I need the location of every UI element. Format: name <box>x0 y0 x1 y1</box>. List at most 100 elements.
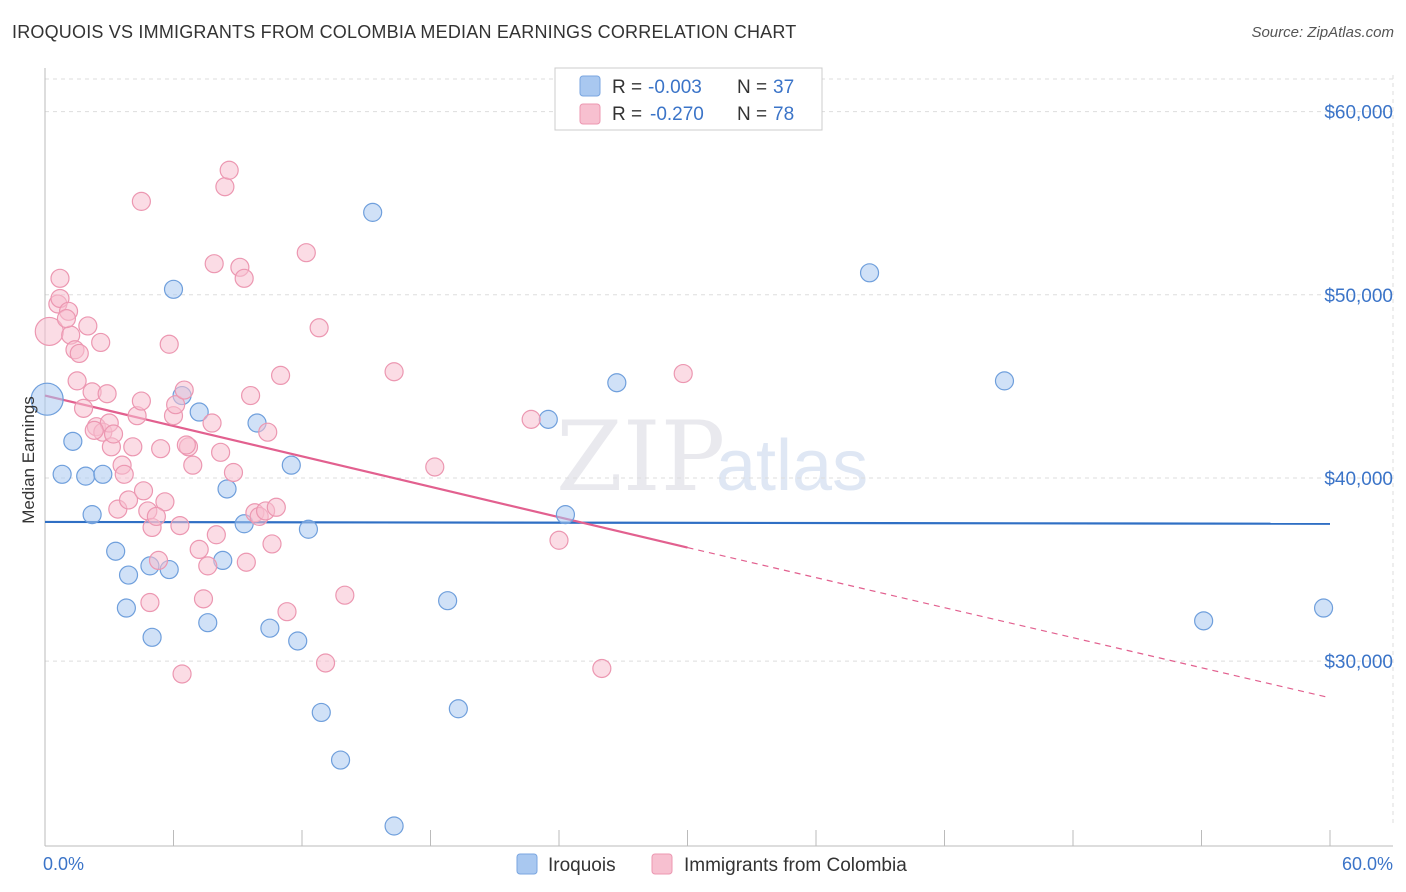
legend-n-label-colombia: N = <box>737 104 767 125</box>
point-colombia <box>266 497 286 517</box>
point-colombia <box>123 437 143 457</box>
y-axis-label: Median Earnings <box>19 396 38 524</box>
point-iroquois <box>448 699 468 719</box>
point-iroquois <box>555 505 576 525</box>
point-colombia <box>131 191 151 211</box>
point-colombia <box>219 160 239 180</box>
trend-line-colombia <box>44 394 688 549</box>
point-iroquois <box>1194 611 1214 631</box>
grid <box>45 75 1394 826</box>
point-colombia <box>151 439 171 459</box>
point-colombia <box>241 385 261 406</box>
point-iroquois <box>281 455 301 475</box>
source-credit: Source: ZipAtlas.com <box>1251 24 1394 41</box>
point-colombia <box>69 343 89 364</box>
point-iroquois <box>142 627 162 647</box>
point-colombia <box>236 552 256 572</box>
trend-line-colombia-extrapolated <box>687 546 1331 699</box>
point-colombia <box>140 592 160 613</box>
point-colombia <box>270 365 291 385</box>
x-tick-max: 60.0% <box>1342 854 1393 874</box>
point-colombia <box>521 409 541 429</box>
bottom-legend-label-iroquois: Iroquois <box>548 855 616 876</box>
point-iroquois <box>298 519 319 539</box>
point-colombia <box>223 462 244 483</box>
point-colombia <box>103 424 124 444</box>
point-colombia <box>170 515 190 536</box>
point-colombia <box>73 398 94 418</box>
point-colombia <box>309 318 329 338</box>
point-colombia <box>335 585 355 605</box>
point-colombia <box>183 455 203 475</box>
bottom-legend-swatch-iroquois <box>516 853 538 875</box>
point-colombia <box>174 380 194 400</box>
point-colombia <box>155 492 175 512</box>
point-colombia <box>204 254 224 274</box>
point-colombia <box>97 384 117 404</box>
point-colombia <box>211 442 231 462</box>
y-tick-label: $60,000 <box>1324 103 1393 124</box>
point-colombia <box>114 464 134 484</box>
point-colombia <box>592 658 612 679</box>
point-colombia <box>67 371 87 391</box>
point-colombia <box>189 539 209 560</box>
point-colombia <box>206 525 226 545</box>
point-colombia <box>258 422 278 442</box>
point-colombia <box>118 490 139 510</box>
point-iroquois <box>438 591 458 611</box>
point-colombia <box>91 332 111 353</box>
legend-n-label-iroquois: N = <box>737 77 767 98</box>
point-iroquois <box>30 382 64 416</box>
point-iroquois <box>163 279 184 299</box>
point-iroquois <box>994 371 1015 391</box>
point-colombia <box>159 334 179 354</box>
point-colombia <box>425 457 445 477</box>
bottom-legend-swatch-colombia <box>651 853 673 875</box>
chart-title: IROQUOIS VS IMMIGRANTS FROM COLOMBIA MED… <box>12 22 797 42</box>
point-iroquois <box>93 464 113 484</box>
legend-r-value-iroquois: -0.003 <box>648 77 702 98</box>
legend-r-label-colombia: R = <box>612 104 642 125</box>
point-iroquois <box>1313 598 1334 618</box>
bottom-legend: Iroquois Immigrants from Colombia <box>516 853 907 876</box>
point-colombia <box>202 413 222 433</box>
point-colombia <box>215 177 235 197</box>
point-iroquois <box>607 373 627 393</box>
point-colombia <box>198 556 218 576</box>
legend-n-value-iroquois: 37 <box>773 77 794 98</box>
legend-r-value-colombia: -0.270 <box>650 104 704 125</box>
watermark-zip: ZIP <box>556 401 725 513</box>
point-colombia <box>315 653 336 673</box>
point-colombia <box>549 530 569 550</box>
point-iroquois <box>330 750 351 770</box>
y-tick-labels: $30,000 $40,000 $50,000 $60,000 <box>1324 103 1393 674</box>
point-colombia <box>166 395 186 415</box>
data-points <box>30 160 1334 836</box>
point-colombia <box>131 391 151 411</box>
point-colombia <box>78 316 98 336</box>
point-colombia <box>673 363 693 384</box>
point-colombia <box>234 268 254 288</box>
point-iroquois <box>189 402 209 422</box>
watermark-atlas: atlas <box>716 426 868 506</box>
x-tick-min: 0.0% <box>43 854 84 874</box>
axes <box>44 68 1393 847</box>
point-iroquois <box>82 505 102 525</box>
point-colombia <box>172 664 192 684</box>
y-tick-label: $30,000 <box>1324 652 1393 673</box>
point-colombia <box>193 589 214 609</box>
point-colombia <box>146 506 166 527</box>
point-colombia <box>262 534 282 554</box>
point-iroquois <box>311 702 331 723</box>
point-iroquois <box>52 464 72 484</box>
point-iroquois <box>198 613 218 633</box>
point-colombia <box>277 602 297 622</box>
point-colombia <box>56 309 77 329</box>
legend-swatch-colombia <box>579 103 601 125</box>
point-iroquois <box>116 598 136 618</box>
point-colombia <box>176 435 196 455</box>
point-colombia <box>148 550 169 571</box>
point-iroquois <box>217 479 237 499</box>
legend-swatch-iroquois <box>579 75 601 97</box>
